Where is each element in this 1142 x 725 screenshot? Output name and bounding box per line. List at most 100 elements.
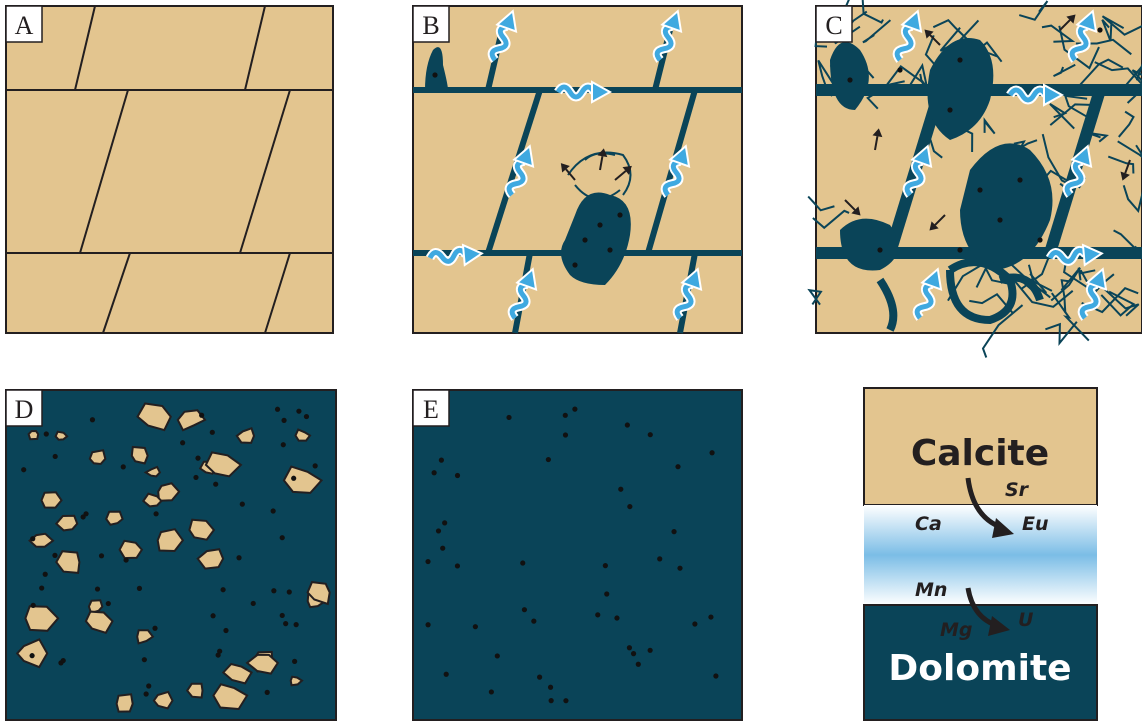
dot — [425, 558, 431, 565]
dot — [531, 618, 537, 624]
crack — [1053, 63, 1076, 78]
element-label: U — [1018, 609, 1034, 631]
dot — [440, 545, 446, 551]
element-label: Ca — [915, 513, 942, 535]
dot — [537, 674, 543, 680]
dot — [30, 602, 36, 608]
dot — [957, 247, 963, 253]
crack — [1049, 103, 1075, 130]
dot — [562, 432, 569, 438]
crack — [1077, 58, 1124, 88]
dot — [281, 417, 287, 423]
dot — [217, 648, 223, 654]
calcite-grain — [212, 683, 249, 711]
dot — [280, 442, 286, 448]
dot — [454, 472, 461, 479]
dot — [547, 684, 554, 690]
dot — [291, 475, 297, 481]
dot — [897, 67, 903, 73]
dot — [635, 661, 641, 667]
dot — [52, 453, 58, 460]
dot — [195, 455, 201, 461]
crack — [1117, 140, 1142, 158]
calcite-grain — [221, 662, 253, 685]
dot — [146, 683, 152, 689]
dot — [438, 457, 444, 463]
crack — [981, 304, 1024, 358]
dot — [582, 237, 588, 243]
calcite-grain — [24, 605, 60, 632]
calcite-grain — [27, 429, 40, 441]
dot — [657, 556, 663, 562]
calcite-grain — [294, 428, 312, 442]
dot — [89, 417, 96, 423]
calcite-grain — [282, 465, 324, 494]
dot — [153, 511, 159, 517]
dot — [292, 658, 298, 664]
calcite-grain — [245, 653, 280, 675]
calcite-grain — [136, 629, 155, 645]
crack — [843, 0, 850, 11]
crack — [807, 195, 835, 212]
dot — [442, 520, 448, 526]
dot — [312, 463, 318, 469]
dot — [271, 588, 277, 594]
dot — [39, 585, 45, 591]
dot — [506, 414, 512, 421]
dot — [614, 615, 620, 621]
dot — [488, 689, 494, 695]
calcite-grain — [306, 581, 331, 606]
dot — [713, 673, 719, 679]
dot — [454, 563, 461, 569]
calcite-grain — [289, 675, 304, 687]
dot — [1017, 177, 1023, 183]
element-label: Mg — [940, 619, 973, 641]
dolomite-label: Dolomite — [888, 648, 1071, 689]
dot — [283, 621, 289, 627]
dot — [1097, 27, 1103, 33]
dot — [279, 535, 285, 541]
dot — [692, 621, 698, 627]
calcite-grain — [88, 449, 107, 466]
crack — [1086, 131, 1109, 143]
dot — [223, 627, 229, 634]
dot — [270, 508, 276, 514]
calcite-grain — [196, 548, 225, 570]
legend: Calcite Dolomite Sr Ca Eu Mn Mg U — [863, 387, 1098, 721]
dot — [264, 689, 270, 695]
calcite-grain — [54, 430, 69, 441]
crack — [1014, 280, 1074, 308]
dot — [443, 671, 449, 677]
dot — [21, 467, 27, 473]
calcite-grain — [105, 510, 124, 526]
dot — [847, 77, 853, 83]
dot — [210, 613, 216, 619]
panel-e — [412, 389, 743, 721]
dot — [595, 612, 601, 618]
calcite-grain — [188, 518, 216, 541]
crack — [1122, 63, 1142, 90]
crack — [1118, 110, 1135, 138]
dot — [572, 262, 578, 268]
dot — [250, 600, 256, 607]
dot — [431, 470, 437, 476]
dot — [494, 653, 500, 659]
calcite-grain — [55, 550, 81, 574]
dot — [877, 247, 883, 253]
dot — [545, 456, 551, 463]
dot — [209, 429, 215, 435]
calcite-grain — [115, 693, 134, 713]
dot — [193, 474, 199, 481]
dot — [98, 553, 105, 559]
dot — [677, 565, 683, 571]
panel-c — [807, 0, 1142, 358]
crack — [1122, 185, 1142, 214]
dot — [120, 464, 126, 470]
dot — [432, 72, 438, 78]
calcite-grain — [84, 610, 114, 634]
calcite-label: Calcite — [911, 433, 1049, 474]
dot — [521, 607, 528, 613]
calcite-grain — [143, 465, 162, 478]
dot — [143, 691, 149, 697]
dot — [236, 555, 242, 561]
